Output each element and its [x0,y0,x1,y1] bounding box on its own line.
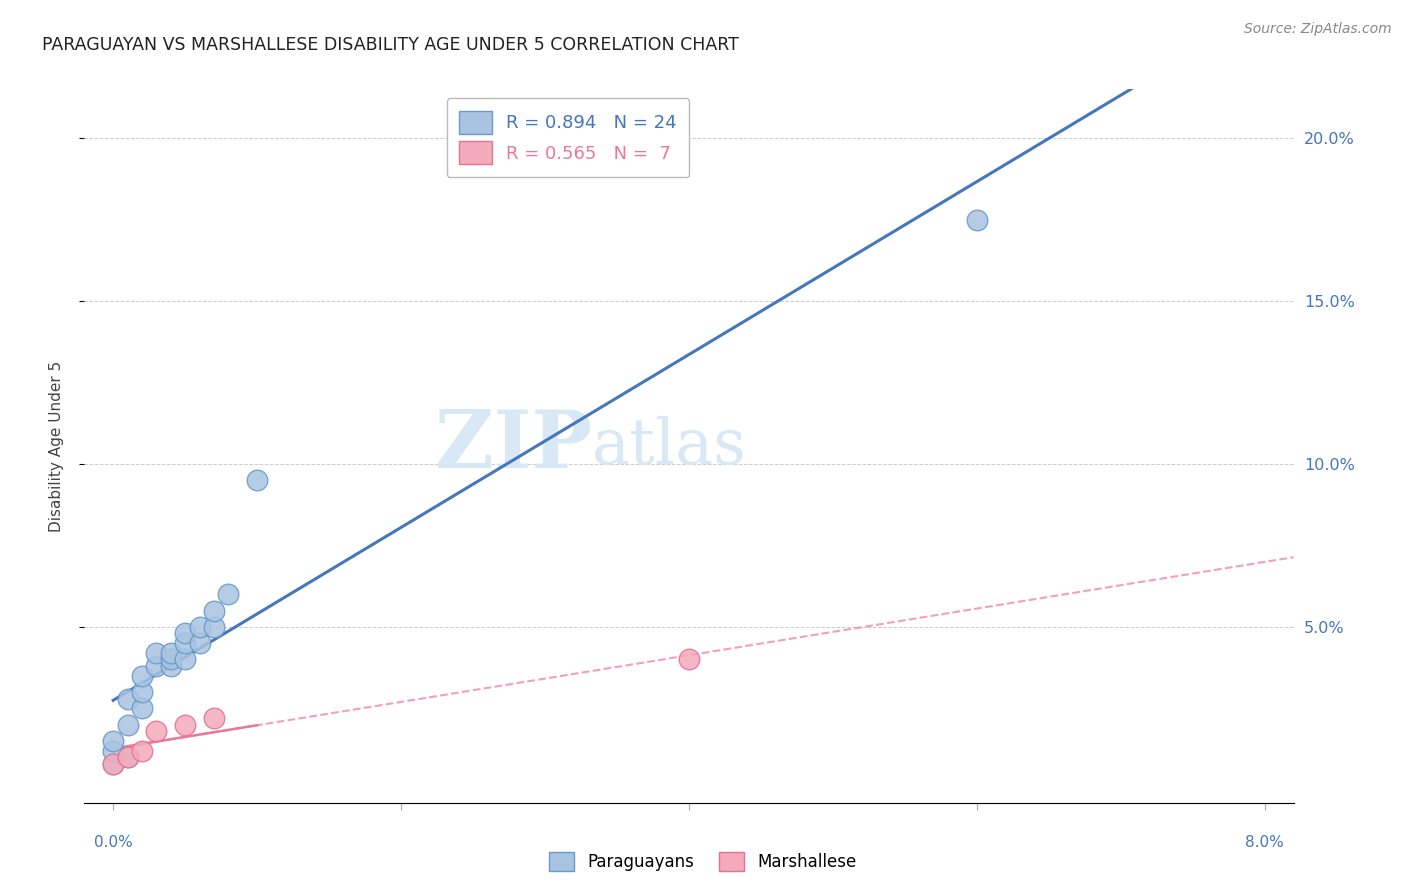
Y-axis label: Disability Age Under 5: Disability Age Under 5 [49,360,63,532]
Text: atlas: atlas [592,416,747,476]
Point [174,626,197,640]
Point [131,744,153,758]
Point [101,734,124,748]
Point [217,587,239,601]
Point [188,636,211,650]
Legend: R = 0.894   N = 24, R = 0.565   N =  7: R = 0.894 N = 24, R = 0.565 N = 7 [447,98,689,178]
Point [101,756,124,771]
Point [117,750,139,764]
Text: 8.0%: 8.0% [1246,836,1284,850]
Point [159,652,181,666]
Point [966,212,988,227]
Point [117,691,139,706]
Text: 0.0%: 0.0% [94,836,132,850]
Point [202,603,225,617]
Text: Source: ZipAtlas.com: Source: ZipAtlas.com [1244,22,1392,37]
Point [159,659,181,673]
Point [101,744,124,758]
Point [174,717,197,731]
Point [145,646,167,660]
Point [101,756,124,771]
Point [145,659,167,673]
Legend: Paraguayans, Marshallese: Paraguayans, Marshallese [541,843,865,880]
Point [145,724,167,739]
Text: PARAGUAYAN VS MARSHALLESE DISABILITY AGE UNDER 5 CORRELATION CHART: PARAGUAYAN VS MARSHALLESE DISABILITY AGE… [42,36,740,54]
Point [131,685,153,699]
Point [174,652,197,666]
Point [131,701,153,715]
Point [188,620,211,634]
Point [246,473,269,487]
Point [131,669,153,683]
Text: ZIP: ZIP [436,407,592,485]
Point [117,717,139,731]
Point [202,711,225,725]
Point [678,652,700,666]
Point [174,636,197,650]
Point [202,620,225,634]
Point [117,750,139,764]
Point [159,646,181,660]
